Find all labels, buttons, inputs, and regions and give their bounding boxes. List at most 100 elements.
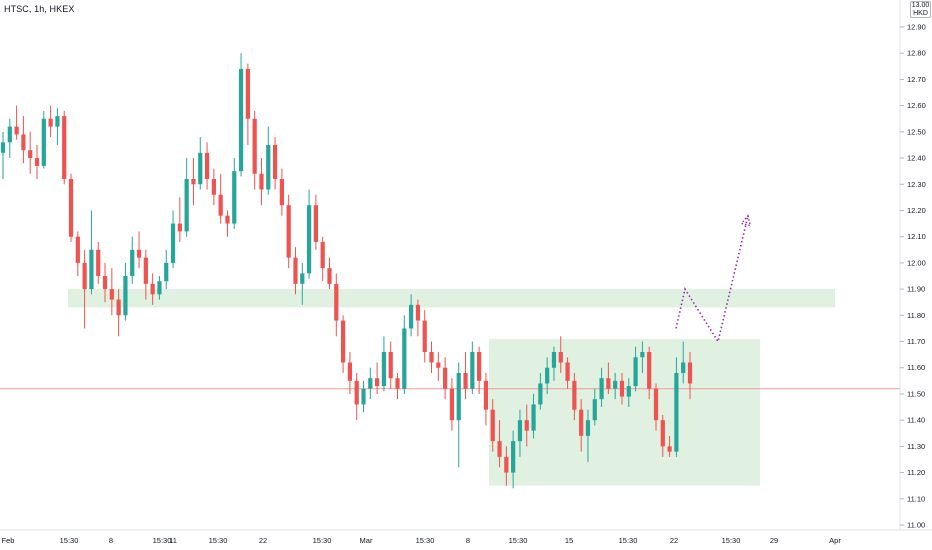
candle-body bbox=[354, 380, 359, 405]
y-tick-label: 12.80 bbox=[907, 49, 926, 58]
candle bbox=[395, 372, 400, 400]
candle bbox=[34, 144, 40, 180]
candle bbox=[354, 372, 359, 421]
candle-body bbox=[640, 352, 645, 358]
x-tick-label: 15:30 bbox=[60, 536, 79, 545]
candle bbox=[565, 357, 570, 389]
candle-body bbox=[96, 249, 101, 276]
candle bbox=[28, 131, 33, 174]
y-tick-label: 11.50 bbox=[907, 389, 925, 398]
x-tick-label: 15:30 bbox=[416, 536, 435, 545]
candle bbox=[313, 194, 318, 250]
candle bbox=[320, 236, 325, 282]
candle-body bbox=[524, 420, 529, 431]
candle-body bbox=[293, 257, 298, 284]
candle-body bbox=[483, 380, 489, 410]
y-tick-label: 11.90 bbox=[907, 285, 925, 294]
candle-body bbox=[157, 281, 162, 295]
candle bbox=[572, 372, 577, 421]
candle-body bbox=[225, 215, 230, 224]
price-axis[interactable]: 12.90 12.80 12.70 12.60 12.50 12.40 12.30 12.20… bbox=[900, 23, 926, 530]
candle-body bbox=[55, 116, 60, 127]
candle bbox=[640, 341, 645, 373]
y-tick-label: 12.60 bbox=[907, 101, 926, 110]
candle-body bbox=[300, 273, 305, 284]
x-tick-label: Mar bbox=[360, 536, 373, 545]
y-tick-label: 12.50 bbox=[907, 127, 926, 136]
candle bbox=[130, 236, 135, 284]
candle-body bbox=[313, 205, 318, 242]
x-tick-label: 15:30 bbox=[313, 536, 332, 545]
candle-body bbox=[545, 367, 550, 384]
candle-body bbox=[340, 320, 346, 363]
candles-layer bbox=[0, 53, 693, 489]
candle bbox=[463, 352, 468, 400]
y-tick-label: 11.60 bbox=[907, 363, 925, 372]
candle bbox=[68, 173, 74, 242]
candle bbox=[599, 367, 604, 408]
candle bbox=[123, 262, 128, 321]
candle-body bbox=[164, 262, 169, 282]
candle-body bbox=[327, 268, 332, 284]
candle bbox=[245, 63, 250, 145]
currency-label: HKD bbox=[913, 9, 928, 17]
candle bbox=[687, 352, 693, 400]
candle bbox=[75, 231, 80, 276]
candle-body bbox=[218, 194, 223, 216]
candle bbox=[218, 173, 223, 224]
candle-body bbox=[538, 383, 543, 405]
candle-body bbox=[252, 118, 257, 174]
candle bbox=[647, 346, 652, 400]
candle bbox=[334, 273, 339, 337]
consolidation-range bbox=[489, 338, 760, 486]
candle-body bbox=[7, 126, 12, 143]
candle-body bbox=[647, 352, 652, 389]
y-tick-label: 12.10 bbox=[907, 232, 926, 241]
candle bbox=[109, 268, 114, 316]
candle-body bbox=[177, 223, 182, 232]
candle bbox=[443, 357, 448, 400]
candle bbox=[225, 210, 230, 237]
candle bbox=[470, 341, 475, 394]
candle-body bbox=[198, 152, 203, 185]
candle-body bbox=[551, 352, 557, 368]
x-tick-label: 11 bbox=[169, 536, 177, 545]
candle-body bbox=[402, 328, 407, 389]
candle bbox=[483, 372, 489, 426]
candle bbox=[232, 158, 237, 229]
candle-body bbox=[443, 367, 448, 389]
candle bbox=[497, 420, 502, 468]
candle-body bbox=[272, 144, 278, 180]
candle-body bbox=[34, 158, 40, 166]
candle bbox=[327, 257, 332, 290]
candle-body bbox=[558, 352, 563, 363]
candle-body bbox=[422, 320, 427, 353]
candle-body bbox=[204, 152, 210, 180]
candle bbox=[681, 341, 686, 384]
candle bbox=[340, 315, 346, 373]
candle bbox=[524, 404, 529, 447]
candle-body bbox=[585, 420, 591, 436]
candle-body bbox=[606, 378, 611, 389]
x-tick-label: 8 bbox=[109, 536, 113, 545]
y-tick-label: 12.70 bbox=[907, 75, 926, 84]
candle-body bbox=[477, 352, 482, 381]
candle bbox=[21, 116, 26, 164]
candle bbox=[259, 158, 264, 206]
x-tick-label: 8 bbox=[466, 536, 470, 545]
candle bbox=[579, 399, 584, 452]
candle-body bbox=[0, 142, 6, 153]
y-tick-label: 11.20 bbox=[907, 468, 925, 477]
candle bbox=[619, 372, 625, 405]
candle-body bbox=[306, 205, 312, 274]
candle-body bbox=[470, 352, 475, 389]
candle-body bbox=[504, 456, 509, 473]
candle-body bbox=[511, 441, 516, 473]
y-tick-label: 11.70 bbox=[907, 337, 925, 346]
candle bbox=[558, 336, 563, 373]
candle bbox=[613, 372, 618, 400]
candle bbox=[504, 446, 509, 486]
candle bbox=[511, 430, 516, 489]
